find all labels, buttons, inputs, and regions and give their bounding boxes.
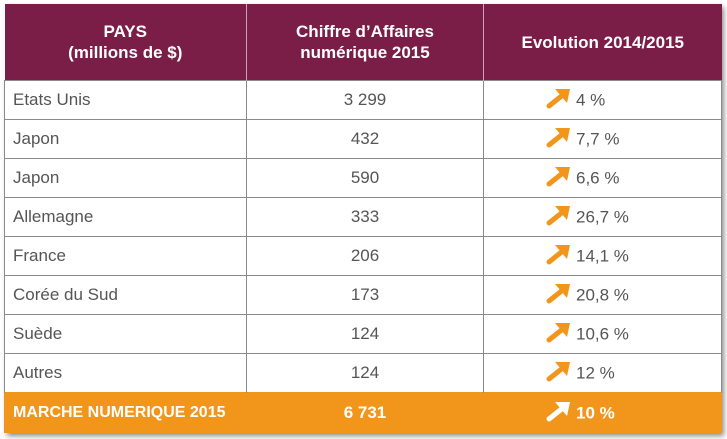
revenue-value: 206 xyxy=(350,246,380,265)
table-row: Allemagne 333 26,7 % xyxy=(4,197,722,237)
evolution-cell: 14,1 % xyxy=(483,236,722,276)
revenue-value: 124 xyxy=(350,363,380,382)
evolution-value: 4 % xyxy=(576,90,606,109)
header-country-line1: PAYS xyxy=(103,22,147,41)
table-row: Etats Unis 3 299 4 % xyxy=(4,80,722,120)
revenue-cell: 333 xyxy=(246,197,484,237)
arrow-up-right-icon xyxy=(546,400,572,427)
country-cell: Etats Unis xyxy=(4,80,247,120)
revenue-cell: 124 xyxy=(246,314,484,354)
country-label: Allemagne xyxy=(13,207,94,226)
total-label: MARCHE NUMERIQUE 2015 xyxy=(13,404,226,421)
country-label: France xyxy=(13,246,66,265)
revenue-cell: 206 xyxy=(246,236,484,276)
evolution-value: 10,6 % xyxy=(576,324,629,343)
arrow-up-right-icon xyxy=(546,126,572,153)
arrow-up-right-icon xyxy=(546,282,572,309)
revenue-value: 3 299 xyxy=(343,90,387,109)
table-row: Autres 124 12 % xyxy=(4,353,722,393)
evolution-cell: 10,6 % xyxy=(483,314,722,354)
table-row: Japon 432 7,7 % xyxy=(4,119,722,159)
country-cell: Japon xyxy=(4,119,247,159)
table-row: Corée du Sud 173 20,8 % xyxy=(4,275,722,315)
total-row: MARCHE NUMERIQUE 2015 6 731 10 % xyxy=(4,392,722,433)
evolution-cell: 6,6 % xyxy=(483,158,722,198)
evolution-cell: 20,8 % xyxy=(483,275,722,315)
country-label: Japon xyxy=(13,129,60,148)
arrow-up-right-icon xyxy=(546,204,572,231)
country-cell: Japon xyxy=(4,158,247,198)
revenue-value: 590 xyxy=(350,168,380,187)
header-revenue: Chiffre d’Affaires numérique 2015 xyxy=(246,4,484,81)
market-table-frame: PAYS (millions de $) Chiffre d’Affaires … xyxy=(4,4,722,433)
arrow-up-right-icon xyxy=(546,87,572,114)
evolution-cell: 7,7 % xyxy=(483,119,722,159)
evolution-value: 7,7 % xyxy=(576,129,620,148)
country-label: Japon xyxy=(13,168,60,187)
table-row: France 206 14,1 % xyxy=(4,236,722,276)
revenue-value: 173 xyxy=(350,285,380,304)
country-label: Autres xyxy=(13,363,63,382)
table-row: Suède 124 10,6 % xyxy=(4,314,722,354)
evolution-value: 14,1 % xyxy=(576,246,629,265)
total-revenue-cell: 6 731 xyxy=(246,392,484,433)
revenue-cell: 432 xyxy=(246,119,484,159)
arrow-up-right-icon xyxy=(546,360,572,387)
total-evolution: 10 % xyxy=(576,403,615,422)
revenue-value: 124 xyxy=(350,324,380,343)
country-label: Suède xyxy=(13,324,63,343)
evolution-cell: 12 % xyxy=(483,353,722,393)
revenue-cell: 173 xyxy=(246,275,484,315)
header-evolution-label: Evolution 2014/2015 xyxy=(521,32,685,52)
evolution-value: 20,8 % xyxy=(576,285,629,304)
header-country-line2: (millions de $) xyxy=(68,43,183,62)
header-revenue-line1: Chiffre d’Affaires xyxy=(296,22,434,41)
header-row: PAYS (millions de $) Chiffre d’Affaires … xyxy=(4,4,722,81)
revenue-value: 432 xyxy=(350,129,380,148)
country-label: Etats Unis xyxy=(13,90,91,109)
revenue-cell: 124 xyxy=(246,353,484,393)
country-cell: Autres xyxy=(4,353,247,393)
total-label-cell: MARCHE NUMERIQUE 2015 xyxy=(4,392,247,433)
country-label: Corée du Sud xyxy=(13,285,118,304)
evolution-cell: 26,7 % xyxy=(483,197,722,237)
evolution-value: 26,7 % xyxy=(576,207,629,226)
revenue-cell: 3 299 xyxy=(246,80,484,120)
total-evolution-cell: 10 % xyxy=(483,392,722,433)
arrow-up-right-icon xyxy=(546,321,572,348)
header-revenue-line2: numérique 2015 xyxy=(300,43,430,62)
evolution-value: 12 % xyxy=(576,363,615,382)
evolution-cell: 4 % xyxy=(483,80,722,120)
header-country: PAYS (millions de $) xyxy=(4,4,247,81)
table-row: Japon 590 6,6 % xyxy=(4,158,722,198)
total-revenue: 6 731 xyxy=(343,403,387,422)
country-cell: France xyxy=(4,236,247,276)
arrow-up-right-icon xyxy=(546,165,572,192)
evolution-value: 6,6 % xyxy=(576,168,620,187)
country-cell: Suède xyxy=(4,314,247,354)
header-evolution: Evolution 2014/2015 xyxy=(483,4,722,81)
revenue-cell: 590 xyxy=(246,158,484,198)
country-cell: Corée du Sud xyxy=(4,275,247,315)
revenue-value: 333 xyxy=(350,207,380,226)
country-cell: Allemagne xyxy=(4,197,247,237)
digital-market-table: PAYS (millions de $) Chiffre d’Affaires … xyxy=(4,4,722,433)
arrow-up-right-icon xyxy=(546,243,572,270)
